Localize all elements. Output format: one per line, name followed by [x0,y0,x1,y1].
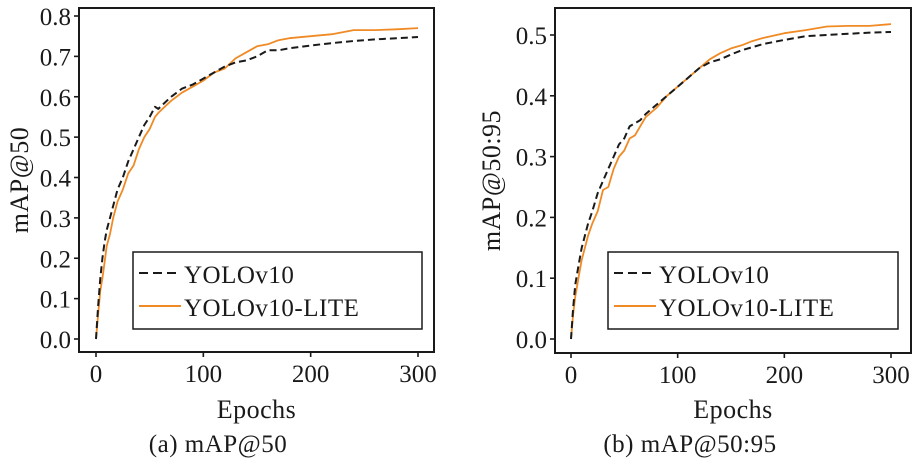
y-tick-label: 0.3 [516,145,547,172]
panel-caption: (a) mAP@50 [149,431,287,458]
x-tick-label: 0 [90,361,103,388]
panel-a: 0.0 0.1 0.2 0.3 0.4 0.5 0.6 0.7 0.8 0 100 200 300 Epo… [5,4,437,458]
legend: YOLOv10 YOLOv10-LITE [132,251,423,330]
y-tick-label: 0.6 [40,85,71,112]
y-tick-label: 0.5 [40,125,71,152]
x-axis-title: Epochs [217,395,297,424]
plot-frame [554,7,912,354]
y-tick-label: 0.3 [40,206,71,233]
plot-frame [78,7,435,353]
x-tick-label: 100 [659,362,697,389]
legend-box [607,251,899,330]
series-line-yolov10 [95,36,419,340]
y-axis-title: mAP@50 [5,127,34,233]
legend-label: YOLOv10-LITE [184,295,359,322]
y-tick-label: 0.2 [516,205,547,232]
panel-b: 0.0 0.1 0.2 0.3 0.4 0.5 0 100 200 300 Epochs mAP@50… [477,7,912,458]
x-tick-label: 200 [292,361,330,388]
series-line-yolov10-lite [570,23,892,340]
panel-caption: (b) mAP@50:95 [603,431,776,458]
x-tick-label: 200 [766,362,804,389]
legend-box [132,251,423,330]
y-axis-title: mAP@50:95 [477,110,506,251]
y-tick-label: 0.5 [516,23,547,50]
y-tick-label: 0.4 [516,84,548,111]
legend-label: YOLOv10 [659,262,769,289]
series-line-yolov10 [570,31,892,340]
y-tick-label: 0.4 [40,166,72,193]
x-tick-label: 100 [185,361,223,388]
y-tick-label: 0.1 [516,266,547,293]
y-tick-label: 0.8 [40,4,71,31]
legend-label: YOLOv10-LITE [659,295,834,322]
x-axis-title: Epochs [693,395,773,424]
y-tick-label: 0.0 [516,327,547,354]
y-tick-label: 0.1 [40,287,71,314]
x-tick-label: 0 [565,362,578,389]
x-tick-label: 300 [872,362,910,389]
legend-label: YOLOv10 [184,262,294,289]
y-tick-label: 0.7 [40,44,71,71]
series-line-yolov10-lite [95,27,419,340]
y-tick-label: 0.2 [40,246,71,273]
legend: YOLOv10 YOLOv10-LITE [607,251,899,330]
x-tick-label: 300 [399,361,437,388]
y-tick-label: 0.0 [40,327,71,354]
